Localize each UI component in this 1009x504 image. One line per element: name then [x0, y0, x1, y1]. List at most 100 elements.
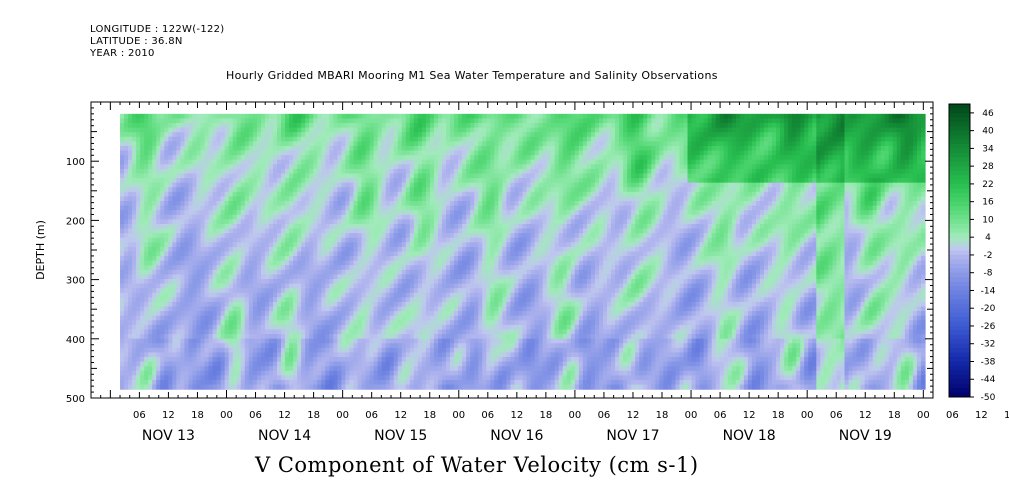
- heatmap-cell: [272, 219, 278, 225]
- heatmap-cell: [361, 306, 367, 312]
- heatmap-cell: [124, 292, 129, 298]
- heatmap-cell: [252, 113, 258, 120]
- heatmap-cell: [333, 370, 338, 376]
- heatmap-cell: [240, 292, 246, 298]
- heatmap-cell: [353, 242, 359, 248]
- heatmap-cell: [232, 136, 238, 142]
- heatmap-cell: [192, 223, 198, 230]
- heatmap-cell: [425, 311, 431, 317]
- heatmap-cell: [200, 324, 206, 331]
- heatmap-cell: [337, 196, 342, 202]
- heatmap-cell: [421, 338, 427, 344]
- heatmap-cell: [377, 384, 383, 390]
- heatmap-cell: [429, 379, 435, 386]
- heatmap-cell: [401, 182, 407, 188]
- heatmap-cell: [321, 123, 326, 129]
- heatmap-cell: [252, 320, 258, 326]
- heatmap-cell: [164, 279, 169, 285]
- heatmap-cell: [450, 136, 455, 142]
- heatmap-cell: [446, 260, 451, 266]
- heatmap-cell: [450, 155, 455, 161]
- heatmap-cell: [301, 256, 306, 262]
- heatmap-cell: [152, 168, 157, 175]
- heatmap-cell: [421, 168, 427, 175]
- heatmap-cell: [252, 274, 258, 280]
- heatmap-cell: [446, 123, 451, 129]
- heatmap-cell: [260, 251, 266, 257]
- heatmap-cell: [433, 338, 439, 344]
- heatmap-cell: [285, 384, 290, 390]
- heatmap-cell: [297, 370, 302, 376]
- heatmap-cell: [429, 256, 435, 262]
- heatmap-cell: [188, 297, 194, 303]
- heatmap-cell: [397, 132, 403, 138]
- heatmap-cell: [293, 370, 298, 376]
- heatmap-cell: [152, 242, 157, 248]
- heatmap-cell: [325, 329, 330, 335]
- heatmap-cell: [357, 173, 363, 179]
- heatmap-cell: [409, 352, 415, 358]
- heatmap-cell: [268, 370, 274, 376]
- heatmap-cell: [369, 219, 375, 225]
- heatmap-cell: [357, 196, 363, 202]
- heatmap-cell: [224, 123, 230, 129]
- heatmap-cell: [272, 123, 278, 129]
- heatmap-cell: [184, 219, 190, 225]
- heatmap-cell: [152, 334, 157, 340]
- heatmap-cell: [188, 260, 194, 266]
- heatmap-cell: [228, 379, 234, 386]
- heatmap-cell: [164, 182, 169, 188]
- heatmap-cell: [172, 269, 177, 276]
- heatmap-cell: [405, 347, 411, 354]
- heatmap-cell: [417, 283, 423, 289]
- heatmap-cell: [248, 357, 254, 363]
- heatmap-cell: [184, 288, 190, 294]
- heatmap-cell: [140, 274, 145, 280]
- heatmap-cell: [433, 288, 439, 294]
- heatmap-cell: [349, 113, 355, 120]
- heatmap-cell: [184, 274, 190, 280]
- heatmap-cell: [128, 324, 133, 331]
- heatmap-cell: [297, 191, 302, 198]
- heatmap-cell: [252, 283, 258, 289]
- heatmap-cell: [305, 159, 310, 165]
- heatmap-cell: [393, 223, 399, 230]
- heatmap-cell: [353, 329, 359, 335]
- heatmap-cell: [289, 338, 294, 344]
- heatmap-cell: [309, 357, 314, 363]
- heatmap-cell: [264, 384, 270, 390]
- heatmap-cell: [305, 187, 310, 193]
- heatmap-cell: [297, 118, 302, 124]
- heatmap-cell: [357, 164, 363, 170]
- heatmap-cell: [385, 205, 391, 211]
- heatmap-cell: [232, 173, 238, 179]
- heatmap-cell: [248, 191, 254, 198]
- heatmap-cell: [446, 132, 451, 138]
- heatmap-cell: [272, 379, 278, 386]
- heatmap-cell: [373, 205, 379, 211]
- heatmap-cell: [361, 338, 367, 344]
- heatmap-cell: [377, 214, 383, 220]
- heatmap-cell: [196, 191, 202, 198]
- heatmap-cell: [256, 347, 262, 354]
- heatmap-cell: [240, 168, 246, 175]
- heatmap-cell: [256, 315, 262, 321]
- heatmap-cell: [228, 132, 234, 138]
- heatmap-cell: [144, 178, 149, 184]
- heatmap-cell: [289, 279, 294, 285]
- heatmap-cell: [256, 352, 262, 358]
- heatmap-cell: [272, 118, 278, 124]
- heatmap-cell: [204, 214, 210, 220]
- heatmap-cell: [200, 283, 206, 289]
- heatmap-cell: [132, 214, 137, 220]
- heatmap-cell: [285, 201, 290, 207]
- heatmap-cell: [192, 357, 198, 363]
- heatmap-cell: [216, 237, 222, 243]
- heatmap-cell: [309, 279, 314, 285]
- heatmap-cell: [289, 164, 294, 170]
- heatmap-cell: [325, 173, 330, 179]
- heatmap-cell: [429, 334, 435, 340]
- heatmap-cell: [204, 159, 210, 165]
- heatmap-cell: [260, 246, 266, 253]
- heatmap-cell: [220, 127, 226, 133]
